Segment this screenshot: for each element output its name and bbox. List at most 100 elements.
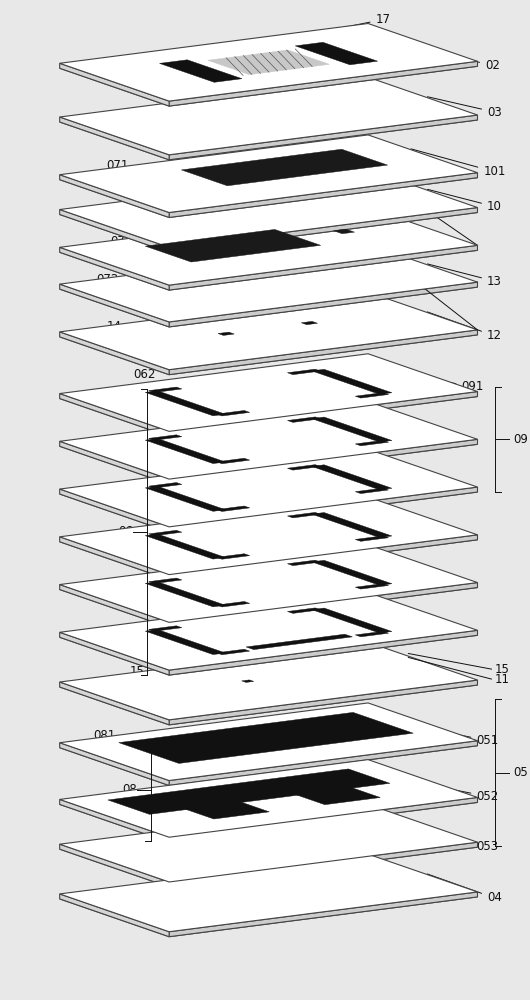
Polygon shape — [312, 560, 392, 585]
Polygon shape — [149, 435, 182, 440]
Text: 14: 14 — [107, 320, 138, 341]
Polygon shape — [149, 530, 182, 536]
Polygon shape — [60, 82, 478, 160]
Text: 091: 091 — [350, 365, 484, 393]
Polygon shape — [217, 411, 250, 416]
Polygon shape — [169, 61, 478, 106]
Polygon shape — [60, 175, 169, 217]
Polygon shape — [60, 537, 169, 580]
Polygon shape — [217, 458, 250, 464]
Polygon shape — [312, 608, 392, 633]
Text: 06: 06 — [118, 525, 133, 538]
Text: 08: 08 — [122, 783, 137, 796]
Text: 12: 12 — [427, 312, 502, 342]
Polygon shape — [169, 630, 478, 675]
Text: 15: 15 — [494, 663, 509, 676]
Polygon shape — [60, 332, 169, 375]
Text: 10: 10 — [428, 189, 502, 213]
Polygon shape — [355, 393, 388, 398]
Polygon shape — [60, 24, 478, 101]
Polygon shape — [312, 465, 392, 490]
Polygon shape — [169, 330, 478, 375]
Text: 053: 053 — [395, 823, 499, 853]
Polygon shape — [60, 647, 478, 725]
Polygon shape — [60, 799, 169, 842]
Polygon shape — [301, 321, 317, 325]
Text: 07: 07 — [110, 235, 125, 256]
Polygon shape — [169, 535, 478, 580]
Polygon shape — [217, 649, 250, 655]
Text: 072: 072 — [96, 273, 121, 292]
Polygon shape — [149, 483, 182, 488]
Text: 17: 17 — [249, 13, 391, 47]
Polygon shape — [145, 391, 225, 416]
Polygon shape — [60, 292, 478, 370]
Polygon shape — [60, 497, 478, 575]
Text: 052: 052 — [395, 778, 499, 803]
Polygon shape — [169, 208, 478, 252]
Polygon shape — [145, 630, 225, 655]
Polygon shape — [287, 512, 321, 518]
Polygon shape — [169, 741, 478, 786]
Polygon shape — [217, 554, 250, 559]
Polygon shape — [355, 584, 388, 589]
Polygon shape — [60, 247, 169, 290]
Polygon shape — [60, 449, 478, 527]
Polygon shape — [60, 550, 478, 627]
Polygon shape — [60, 859, 478, 937]
Polygon shape — [217, 506, 250, 511]
Polygon shape — [60, 117, 169, 160]
Text: 051: 051 — [395, 721, 499, 747]
Polygon shape — [160, 60, 242, 82]
Text: 09: 09 — [513, 433, 528, 446]
Polygon shape — [60, 760, 478, 837]
Polygon shape — [145, 582, 225, 607]
Polygon shape — [287, 560, 321, 566]
Polygon shape — [183, 801, 269, 819]
Polygon shape — [60, 208, 478, 285]
Polygon shape — [60, 402, 478, 479]
Polygon shape — [208, 50, 330, 75]
Polygon shape — [312, 513, 392, 538]
Polygon shape — [169, 115, 478, 160]
Polygon shape — [169, 842, 478, 887]
Polygon shape — [149, 387, 182, 393]
Polygon shape — [242, 680, 254, 682]
Polygon shape — [295, 42, 378, 65]
Polygon shape — [60, 894, 169, 937]
Text: 13: 13 — [428, 264, 502, 288]
Polygon shape — [145, 229, 321, 262]
Polygon shape — [218, 332, 234, 335]
Polygon shape — [169, 439, 478, 484]
Polygon shape — [60, 441, 169, 484]
Text: 04: 04 — [427, 874, 502, 904]
Text: 02: 02 — [392, 42, 500, 72]
Polygon shape — [287, 465, 321, 470]
Polygon shape — [169, 583, 478, 627]
Polygon shape — [169, 797, 478, 842]
Polygon shape — [181, 149, 387, 186]
Polygon shape — [60, 28, 478, 106]
Polygon shape — [60, 502, 478, 580]
Polygon shape — [169, 392, 478, 436]
Polygon shape — [355, 631, 388, 637]
Polygon shape — [60, 708, 478, 786]
Polygon shape — [60, 593, 478, 670]
Polygon shape — [60, 632, 169, 675]
Polygon shape — [60, 394, 169, 436]
Polygon shape — [169, 487, 478, 532]
Polygon shape — [60, 682, 169, 725]
Polygon shape — [287, 608, 321, 613]
Polygon shape — [60, 844, 169, 887]
Text: 061: 061 — [136, 647, 177, 676]
Polygon shape — [60, 804, 478, 882]
Polygon shape — [60, 454, 478, 532]
Polygon shape — [145, 486, 225, 511]
Polygon shape — [60, 489, 169, 532]
Polygon shape — [169, 680, 478, 725]
Polygon shape — [169, 245, 478, 290]
Polygon shape — [60, 297, 478, 375]
Polygon shape — [60, 545, 478, 622]
Polygon shape — [60, 170, 478, 247]
Polygon shape — [333, 229, 355, 234]
